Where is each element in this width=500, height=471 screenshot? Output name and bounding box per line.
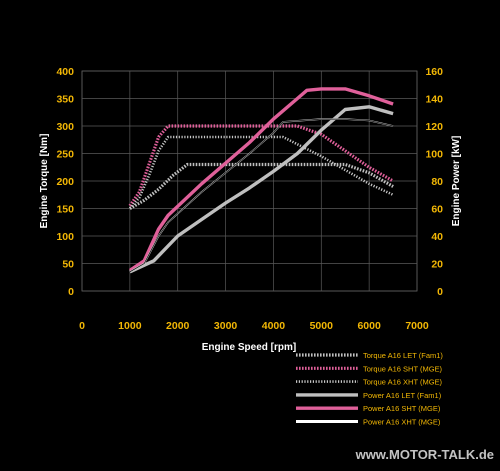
series-layer bbox=[128, 87, 394, 274]
y-right-tick-label: 0 bbox=[437, 286, 443, 298]
y-left-tick-label: 150 bbox=[56, 204, 74, 216]
y-left-axis-title: Engine Torque [Nm] bbox=[39, 134, 50, 229]
y-right-tick-label: 20 bbox=[431, 259, 443, 271]
legend-label-2: Torque A16 SHT (MGE) bbox=[363, 364, 443, 373]
y-left-ticks: 0 50 100 150 200 250 300 350 400 bbox=[56, 66, 74, 298]
watermark: www.MOTOR-TALK.de bbox=[355, 447, 494, 462]
x-tick-label: 2000 bbox=[166, 320, 190, 332]
x-tick-label: 1000 bbox=[118, 320, 142, 332]
y-right-tick-label: 100 bbox=[425, 149, 443, 161]
series-line-4 bbox=[129, 105, 394, 274]
y-right-tick-label: 40 bbox=[431, 231, 443, 243]
y-right-tick-label: 60 bbox=[431, 204, 443, 216]
y-left-tick-label: 400 bbox=[56, 66, 74, 78]
legend-label-3: Torque A16 XHT (MGE) bbox=[363, 378, 443, 387]
y-right-tick-label: 120 bbox=[425, 121, 443, 133]
series-line-3 bbox=[128, 135, 394, 210]
y-right-ticks: 0 20 40 60 80 100 120 140 160 bbox=[425, 66, 443, 298]
x-tick-label: 7000 bbox=[405, 320, 429, 332]
y-right-tick-label: 160 bbox=[425, 66, 443, 78]
y-left-tick-label: 100 bbox=[56, 231, 74, 243]
x-tick-label: 4000 bbox=[262, 320, 286, 332]
series-line-1 bbox=[129, 162, 394, 210]
y-left-tick-label: 300 bbox=[56, 121, 74, 133]
x-tick-label: 3000 bbox=[214, 320, 238, 332]
series-line-5 bbox=[128, 87, 394, 272]
y-right-tick-label: 140 bbox=[425, 94, 443, 106]
legend-label-5: Power A16 SHT (MGE) bbox=[363, 404, 441, 413]
y-right-axis-title: Engine Power [kW] bbox=[451, 136, 462, 227]
y-left-tick-label: 50 bbox=[62, 259, 74, 271]
x-tick-label: 5000 bbox=[310, 320, 334, 332]
legend-label-4: Power A16 LET (Fam1) bbox=[363, 391, 442, 400]
legend: Torque A16 LET (Fam1) Torque A16 SHT (MGE… bbox=[296, 351, 443, 427]
y-left-tick-label: 350 bbox=[56, 94, 74, 106]
y-left-tick-label: 0 bbox=[68, 286, 74, 298]
y-left-tick-label: 200 bbox=[56, 176, 74, 188]
x-ticks: 0 1000 2000 3000 4000 5000 6000 7000 bbox=[79, 320, 429, 332]
y-left-tick-label: 250 bbox=[56, 149, 74, 161]
x-tick-label: 6000 bbox=[357, 320, 381, 332]
legend-label-1: Torque A16 LET (Fam1) bbox=[363, 351, 443, 360]
y-right-tick-label: 80 bbox=[431, 176, 443, 188]
x-tick-label: 0 bbox=[79, 320, 85, 332]
x-axis-title: Engine Speed [rpm] bbox=[202, 342, 296, 353]
legend-label-6: Power A16 XHT (MGE) bbox=[363, 418, 441, 427]
series-line-6-core bbox=[129, 118, 394, 273]
